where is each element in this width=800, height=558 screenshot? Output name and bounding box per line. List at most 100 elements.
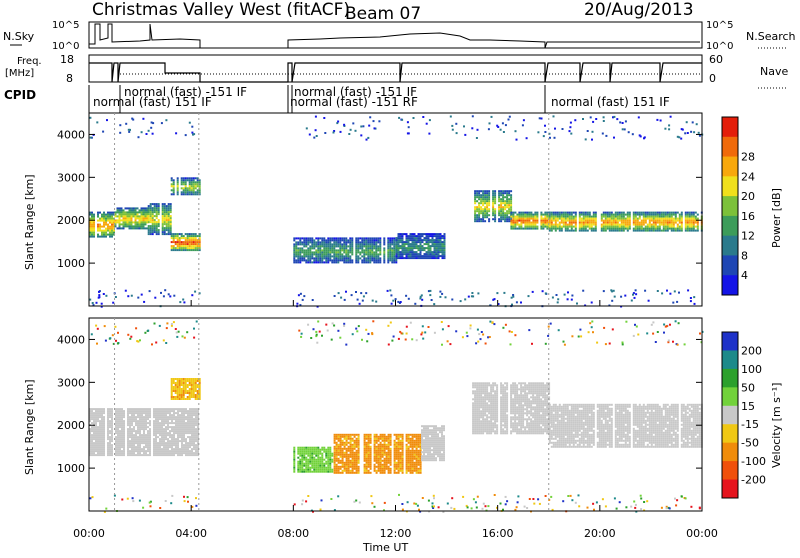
power-cell	[504, 206, 506, 208]
velocity-cell	[133, 454, 135, 456]
power-cell	[579, 212, 581, 214]
velocity-cell	[149, 422, 151, 424]
power-cell	[675, 220, 677, 222]
velocity-cell	[107, 444, 109, 446]
power-cell	[145, 221, 147, 223]
velocity-cell	[356, 434, 358, 436]
velocity-cell	[191, 444, 193, 446]
power-cell	[164, 223, 166, 225]
power-cell	[591, 220, 593, 222]
power-cell	[565, 220, 567, 222]
power-cell	[444, 253, 446, 255]
velocity-cell	[195, 384, 197, 386]
velocity-cell	[95, 436, 97, 438]
power-cell	[663, 228, 665, 230]
power-cell	[625, 220, 627, 222]
velocity-cell	[183, 438, 185, 440]
velocity-cell	[173, 440, 175, 442]
velocity-cell	[325, 461, 327, 463]
power-cell	[375, 255, 377, 257]
velocity-cell	[193, 424, 195, 426]
power-cell	[426, 253, 428, 255]
velocity-cell	[185, 418, 187, 420]
velocity-cell	[115, 454, 117, 456]
velocity-cell	[173, 380, 175, 382]
power-cell	[569, 220, 571, 222]
power-noise-cell	[182, 299, 184, 301]
power-cell	[317, 253, 319, 255]
velocity-cell	[167, 432, 169, 434]
velocity-cell	[133, 416, 135, 418]
velocity-cell	[183, 424, 185, 426]
velocity-cell	[348, 448, 350, 450]
power-cell	[193, 187, 195, 189]
velocity-cell	[135, 434, 137, 436]
power-cell	[162, 225, 164, 227]
velocity-cell	[191, 442, 193, 444]
power-noise-cell	[374, 127, 376, 129]
power-cell	[669, 228, 671, 230]
power-cell	[189, 249, 191, 251]
power-cell	[657, 216, 659, 218]
power-cell	[530, 216, 532, 218]
velocity-cell	[177, 384, 179, 386]
power-cell	[349, 243, 351, 245]
power-cell	[546, 216, 548, 218]
power-cell	[659, 212, 661, 214]
power-cell	[581, 218, 583, 220]
velocity-cell	[123, 424, 125, 426]
velocity-cell	[354, 462, 356, 464]
velocity-cell	[327, 451, 329, 453]
velocity-cell	[382, 452, 384, 454]
power-noise-cell	[390, 294, 392, 296]
power-cell	[173, 193, 175, 195]
power-cell	[389, 239, 391, 241]
velocity-cell	[195, 450, 197, 452]
velocity-cell	[384, 464, 386, 466]
power-cell	[687, 214, 689, 216]
power-cell	[504, 204, 506, 206]
power-noise-cell	[674, 290, 676, 292]
velocity-cell	[348, 462, 350, 464]
velocity-cell	[91, 422, 93, 424]
power-cell	[581, 214, 583, 216]
velocity-cell	[307, 467, 309, 469]
velocity-cell	[342, 462, 344, 464]
power-cell	[129, 211, 131, 213]
power-cell	[611, 222, 613, 224]
power-cell	[498, 198, 500, 200]
velocity-cell	[177, 440, 179, 442]
power-cell	[494, 194, 496, 196]
velocity-cell	[157, 436, 159, 438]
power-cell	[589, 220, 591, 222]
power-cell	[105, 234, 107, 236]
velocity-cell	[336, 458, 338, 460]
power-noise-cell	[451, 299, 453, 301]
power-cell	[693, 214, 695, 216]
power-cell	[661, 212, 663, 214]
velocity-cell	[137, 448, 139, 450]
velocity-cell	[147, 448, 149, 450]
power-cell	[625, 224, 627, 226]
power-cell	[546, 218, 548, 220]
power-noise-cell	[605, 135, 607, 137]
velocity-cell	[376, 438, 378, 440]
velocity-cell	[319, 463, 321, 465]
velocity-cell	[388, 470, 390, 472]
power-cell	[367, 251, 369, 253]
power-cell	[400, 245, 402, 247]
power-noise-cell	[152, 133, 154, 135]
power-cell	[605, 226, 607, 228]
power-cell	[540, 214, 542, 216]
velocity-cell	[177, 434, 179, 436]
power-cell	[148, 213, 150, 215]
velocity-cell	[107, 450, 109, 452]
velocity-cell	[109, 452, 111, 454]
power-cell	[663, 220, 665, 222]
velocity-cell	[386, 458, 388, 460]
velocity-cell	[133, 420, 135, 422]
velocity-cell	[103, 416, 105, 418]
power-cell	[498, 210, 500, 212]
power-cell	[293, 239, 295, 241]
power-cell	[619, 230, 621, 232]
